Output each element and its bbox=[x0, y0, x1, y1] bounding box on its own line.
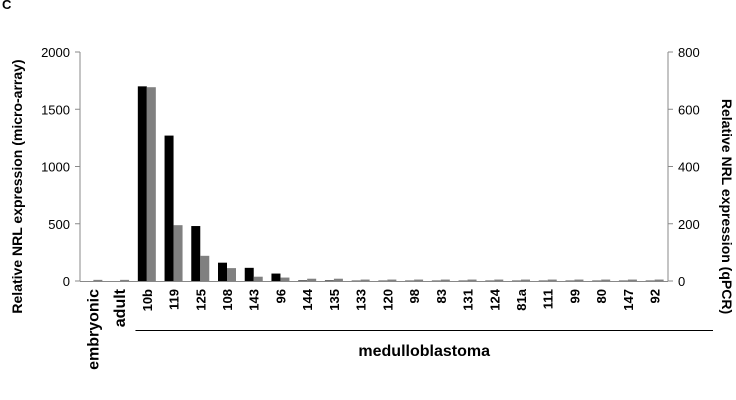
x-category-label: 143 bbox=[247, 289, 262, 311]
y-tick-label-left: 500 bbox=[48, 217, 70, 232]
bar-qpcr-adult bbox=[120, 279, 130, 281]
bar-qpcr-111 bbox=[547, 279, 557, 281]
x-category-label: 120 bbox=[380, 289, 395, 311]
y-tick-label-right: 600 bbox=[678, 102, 700, 117]
bar-qpcr-embryonic bbox=[93, 279, 103, 281]
bar-qpcr-92 bbox=[654, 279, 664, 281]
x-category-label: 124 bbox=[487, 288, 502, 310]
y-axis-title-right: Relative NRL expression (qPCR) bbox=[719, 99, 735, 314]
bar-microarray-10b bbox=[137, 86, 147, 281]
bar-microarray-108 bbox=[218, 262, 227, 281]
bar-microarray-144 bbox=[298, 280, 308, 281]
x-category-label: 81a bbox=[514, 288, 529, 310]
x-category-label: 119 bbox=[167, 289, 182, 310]
axes-layer: 0 500 1000 1500 2000 0 200 400 600 800 embryonic ad… bbox=[41, 45, 713, 370]
x-category-label: embryonic bbox=[85, 289, 102, 370]
x-category-label: adult bbox=[112, 288, 129, 327]
x-category-label: 10b bbox=[140, 289, 155, 311]
x-category-label: 147 bbox=[621, 289, 636, 311]
bar-qpcr-124 bbox=[494, 279, 504, 281]
bar-qpcr-80 bbox=[601, 279, 611, 281]
panel-corner-letter: C bbox=[2, 0, 12, 12]
x-category-label: 144 bbox=[300, 288, 315, 310]
x-category-label: 111 bbox=[541, 289, 556, 309]
x-category-label: 135 bbox=[327, 289, 342, 311]
x-category-label: 108 bbox=[220, 289, 235, 311]
x-category-label: 83 bbox=[434, 289, 449, 303]
x-category-label: 131 bbox=[461, 289, 476, 311]
y-tick-label-left: 1000 bbox=[41, 160, 70, 175]
bar-qpcr-119 bbox=[173, 225, 183, 281]
bar-qpcr-99 bbox=[574, 279, 584, 281]
y-tick-label-right: 200 bbox=[678, 217, 700, 232]
bar-qpcr-147 bbox=[627, 279, 637, 281]
bars-layer bbox=[93, 86, 664, 282]
bar-qpcr-144 bbox=[307, 278, 317, 281]
bar-microarray-125 bbox=[191, 226, 201, 281]
bar-qpcr-133 bbox=[360, 279, 370, 281]
bar-qpcr-98 bbox=[414, 279, 424, 281]
bar-microarray-119 bbox=[164, 135, 174, 281]
x-category-label: 98 bbox=[407, 289, 422, 303]
bar-qpcr-120 bbox=[387, 279, 397, 281]
bar-qpcr-143 bbox=[253, 276, 263, 281]
bar-qpcr-135 bbox=[333, 278, 343, 281]
y-tick-label-right: 800 bbox=[678, 45, 700, 60]
x-category-label: 92 bbox=[648, 289, 663, 303]
bar-microarray-135 bbox=[324, 280, 334, 281]
y-tick-label-left: 0 bbox=[63, 274, 70, 289]
x-category-label: 99 bbox=[567, 289, 582, 303]
x-category-label: 96 bbox=[273, 289, 288, 303]
y-tick-label-left: 1500 bbox=[41, 102, 70, 117]
bar-qpcr-96 bbox=[280, 277, 290, 281]
y-axis-title-left: Relative NRL expression (micro-array) bbox=[9, 59, 25, 313]
y-tick-label-right: 400 bbox=[678, 160, 700, 175]
bar-qpcr-83 bbox=[440, 279, 450, 281]
bar-microarray-143 bbox=[244, 267, 254, 281]
x-category-label: 125 bbox=[193, 289, 208, 311]
y-tick-label-right: 0 bbox=[678, 274, 685, 289]
x-category-label: 80 bbox=[594, 289, 609, 303]
y-tick-label-left: 2000 bbox=[41, 45, 70, 60]
bar-qpcr-108 bbox=[227, 268, 236, 281]
medulloblastoma-group-label: medulloblastoma bbox=[358, 343, 490, 360]
bar-qpcr-131 bbox=[467, 279, 477, 281]
bar-microarray-96 bbox=[271, 273, 281, 281]
bar-qpcr-125 bbox=[200, 255, 210, 281]
bar-qpcr-10b bbox=[146, 87, 156, 282]
x-category-label: 133 bbox=[354, 289, 369, 311]
bar-qpcr-81a bbox=[521, 279, 530, 281]
